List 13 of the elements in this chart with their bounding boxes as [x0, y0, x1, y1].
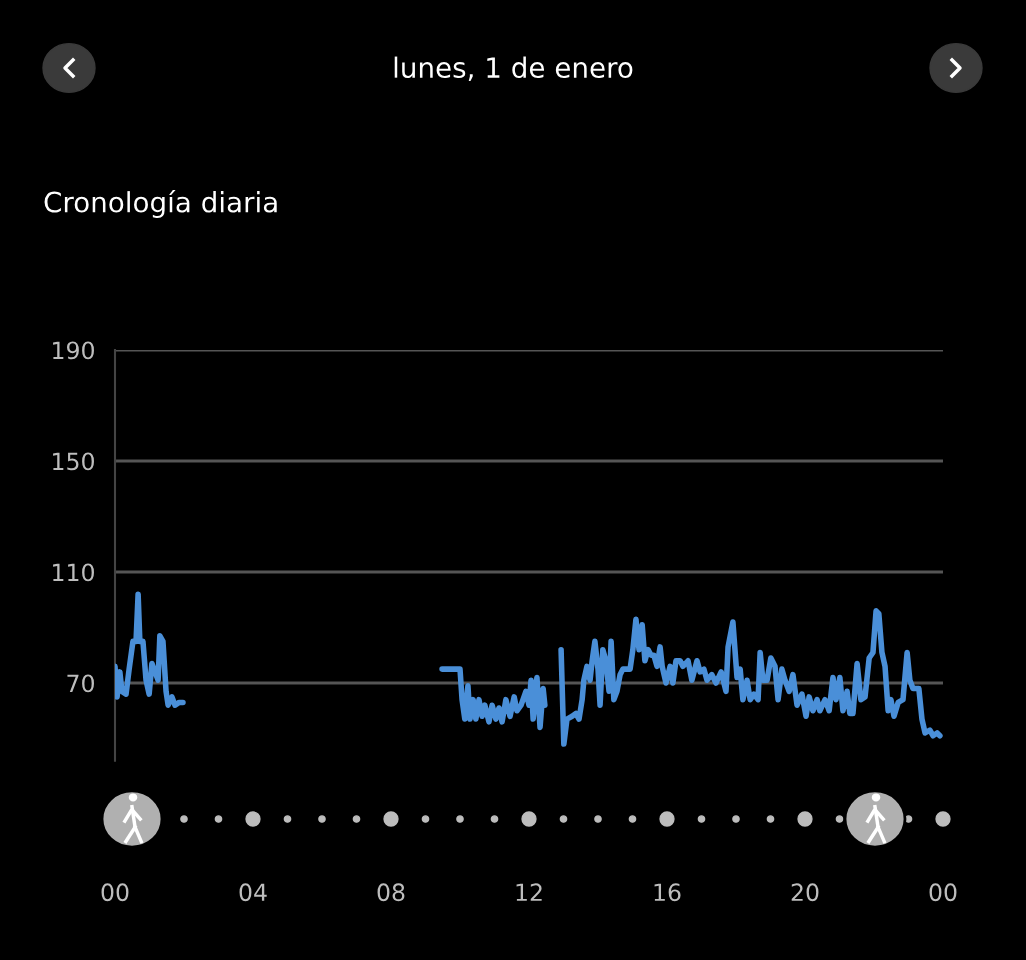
x-tick-label: 12 — [516, 883, 542, 901]
x-tick-label: 00 — [929, 883, 957, 902]
x-tick-label: 00 — [101, 883, 129, 902]
x-tick-label: 20 — [791, 883, 819, 902]
y-tick-label: 110 — [53, 563, 94, 582]
x-tick-label: 16 — [654, 883, 681, 902]
y-tick-label: 190 — [53, 341, 94, 360]
chart-subtitle: Cronología diaria — [44, 190, 277, 218]
x-tick-label: 08 — [377, 883, 405, 902]
chart-title: lunes, 1 de enero — [394, 56, 633, 81]
x-tick-label: 04 — [239, 883, 267, 902]
y-tick-label: 70 — [67, 674, 94, 693]
y-tick-label: 150 — [53, 452, 94, 471]
